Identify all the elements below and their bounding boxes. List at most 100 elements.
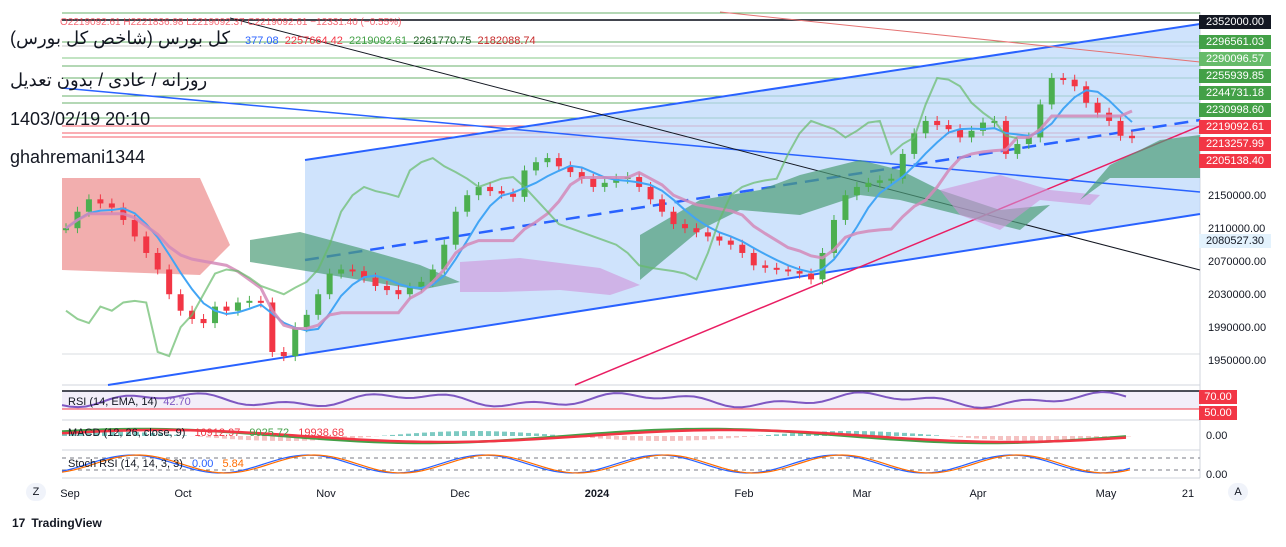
candle-2: [86, 199, 92, 211]
macd-v1: 10912.97: [194, 427, 240, 439]
macd-hist-bar: [726, 436, 731, 438]
x-tick-3: Dec: [450, 488, 470, 500]
rsi-legend[interactable]: RSI (14, EMA, 14)42.70: [68, 396, 197, 408]
chart-author: ghahremani1344: [10, 147, 145, 168]
candle-69: [854, 187, 860, 195]
candle-58: [728, 241, 734, 245]
candle-24: [338, 269, 344, 273]
candle-68: [842, 195, 848, 220]
macd-hist-bar: [998, 436, 1003, 440]
tradingview-brand[interactable]: 17 TradingView: [12, 516, 102, 530]
macd-hist-bar: [950, 436, 955, 437]
candle-37: [487, 187, 493, 191]
macd-legend[interactable]: MACD (12, 26, close, 9) 10912.97 9025.72…: [68, 427, 350, 439]
x-tick-8: May: [1096, 488, 1117, 500]
candle-72: [888, 179, 894, 181]
candle-51: [648, 187, 654, 199]
y-tick-0: 1950000.00: [1208, 355, 1266, 367]
macd-hist-bar: [782, 434, 787, 436]
brand-label: TradingView: [31, 516, 101, 530]
candle-28: [384, 286, 390, 290]
stoch-axis-label: 0.00: [1206, 469, 1227, 481]
auto-scale-button[interactable]: A: [1228, 483, 1248, 501]
price-label-4: 2244731.18: [1199, 86, 1271, 100]
candle-36: [476, 187, 482, 195]
macd-hist-bar: [1030, 436, 1035, 441]
candle-12: [201, 319, 207, 323]
candle-7: [143, 236, 149, 253]
x-tick-2: Nov: [316, 488, 336, 500]
macd-hist-bar: [398, 434, 403, 436]
candle-56: [705, 232, 711, 236]
stoch-legend[interactable]: Stoch RSI (14, 14, 3, 3) 0.00 5.84: [68, 458, 250, 470]
x-tick-0: Sep: [60, 488, 80, 500]
macd-hist-bar: [1022, 436, 1027, 441]
macd-hist-bar: [934, 435, 939, 436]
candle-77: [946, 125, 952, 129]
macd-hist-bar: [670, 436, 675, 441]
price-label-0: 2352000.00: [1199, 15, 1271, 29]
rsi-lower-label: 50.00: [1199, 406, 1237, 420]
x-tick-9: 21: [1182, 488, 1194, 500]
candle-22: [315, 294, 321, 315]
macd-hist-bar: [598, 436, 603, 439]
macd-hist-bar: [790, 433, 795, 436]
macd-hist-bar: [774, 434, 779, 436]
y-tick-1: 1990000.00: [1208, 322, 1266, 334]
candle-6: [132, 220, 138, 237]
candle-60: [751, 253, 757, 265]
indicator-value-4: 2261770.75: [413, 35, 471, 47]
macd-hist-bar: [654, 436, 659, 441]
stoch-d: 5.84: [223, 458, 244, 470]
macd-hist-bar: [926, 435, 931, 436]
macd-hist-bar: [366, 436, 371, 437]
macd-hist-bar: [662, 436, 667, 441]
y-tick-3: 2070000.00: [1208, 256, 1266, 268]
candle-46: [590, 179, 596, 187]
candle-23: [327, 274, 333, 295]
indicator-value-5: 2182088.74: [478, 35, 536, 47]
macd-hist-bar: [526, 433, 531, 436]
macd-hist-bar: [630, 436, 635, 440]
macd-hist-bar: [678, 436, 683, 441]
macd-hist-bar: [542, 434, 547, 436]
candle-65: [808, 274, 814, 280]
x-tick-6: Mar: [853, 488, 872, 500]
macd-hist-bar: [886, 432, 891, 436]
macd-hist-bar: [766, 435, 771, 436]
x-tick-1: Oct: [174, 488, 191, 500]
macd-hist-bar: [1014, 436, 1019, 441]
macd-hist-bar: [534, 433, 539, 436]
macd-hist-bar: [510, 432, 515, 436]
macd-hist-bar: [390, 435, 395, 436]
macd-hist-bar: [422, 433, 427, 436]
candle-52: [659, 199, 665, 211]
candle-53: [671, 212, 677, 224]
candle-34: [453, 212, 459, 245]
price-label-7: 2213257.99: [1199, 137, 1271, 151]
macd-hist-bar: [718, 436, 723, 439]
x-tick-5: Feb: [735, 488, 754, 500]
macd-hist-bar: [646, 436, 651, 441]
candle-79: [969, 131, 975, 138]
candle-17: [258, 301, 264, 303]
candle-10: [178, 294, 184, 311]
macd-hist-bar: [910, 433, 915, 436]
candle-20: [292, 327, 298, 356]
candle-47: [602, 183, 608, 187]
candle-88: [1072, 80, 1078, 87]
chart-subtitle: روزانه / عادی / بدون تعدیل: [10, 70, 207, 91]
candle-55: [693, 228, 699, 232]
candle-8: [155, 253, 161, 270]
candle-90: [1095, 103, 1101, 113]
candle-19: [281, 352, 287, 356]
indicator-value-2: 2257664.42: [285, 35, 343, 47]
macd-hist-bar: [622, 436, 627, 440]
macd-hist-bar: [446, 431, 451, 436]
zoom-button[interactable]: Z: [26, 483, 46, 501]
rsi-upper-label: 70.00: [1199, 390, 1237, 404]
macd-v3: 19938.68: [298, 427, 344, 439]
macd-hist-bar: [958, 436, 963, 437]
candle-54: [682, 224, 688, 228]
chart-title: کل بورس (شاخص کل بورس): [10, 28, 230, 49]
